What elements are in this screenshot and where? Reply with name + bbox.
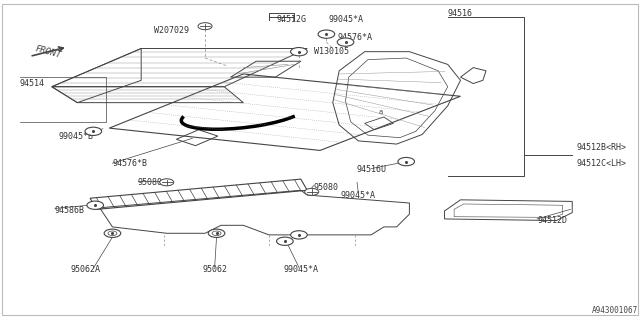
Circle shape <box>87 201 104 209</box>
Text: FRONT: FRONT <box>35 44 63 60</box>
Text: 95080: 95080 <box>314 183 339 192</box>
Text: 94514: 94514 <box>20 79 45 88</box>
Text: W207029: W207029 <box>154 27 189 36</box>
Circle shape <box>291 48 307 56</box>
Text: 95062: 95062 <box>202 265 227 275</box>
Text: 94512G: 94512G <box>276 15 307 24</box>
Text: 94512D: 94512D <box>537 216 567 225</box>
Circle shape <box>398 157 415 166</box>
Text: 94586B: 94586B <box>55 206 85 215</box>
Text: 99045*B: 99045*B <box>58 132 93 140</box>
Circle shape <box>305 188 319 196</box>
Text: 94512C<LH>: 94512C<LH> <box>577 159 627 168</box>
Text: 95080: 95080 <box>138 178 163 187</box>
Circle shape <box>198 23 212 30</box>
Text: 99045*A: 99045*A <box>328 15 363 24</box>
Text: 99045*A: 99045*A <box>341 190 376 200</box>
Circle shape <box>85 127 102 135</box>
Text: 94516: 94516 <box>448 9 473 18</box>
Text: A943001067: A943001067 <box>592 306 638 315</box>
Circle shape <box>208 229 225 237</box>
Circle shape <box>291 231 307 239</box>
Text: 94516U: 94516U <box>356 165 386 174</box>
Text: 99045*A: 99045*A <box>284 265 318 275</box>
Text: 94576*B: 94576*B <box>113 159 147 168</box>
Circle shape <box>160 179 173 186</box>
Circle shape <box>337 38 354 46</box>
Text: a: a <box>378 109 383 115</box>
Text: 94576*A: 94576*A <box>338 33 372 42</box>
Circle shape <box>104 229 121 237</box>
Text: W130105: W130105 <box>314 47 349 56</box>
Circle shape <box>276 237 293 245</box>
Text: 94512B<RH>: 94512B<RH> <box>577 143 627 152</box>
Text: 95062A: 95062A <box>71 265 101 275</box>
Circle shape <box>318 30 335 38</box>
